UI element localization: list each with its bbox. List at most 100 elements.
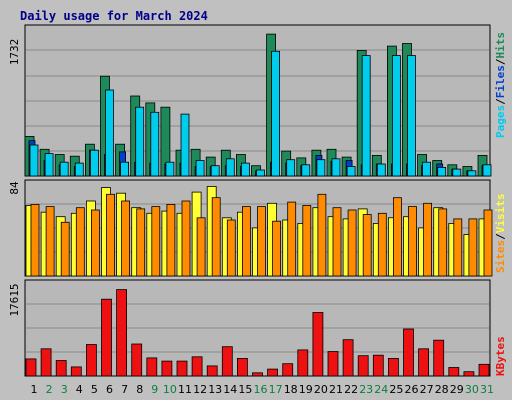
bar-files-day-31	[482, 164, 492, 177]
bar-files-day-14	[225, 158, 235, 177]
bar-kbytes-day-20	[312, 312, 324, 377]
bar-kbytes-day-9	[146, 357, 158, 377]
bar-sites-day-19	[302, 205, 312, 277]
bar-kbytes-day-10	[161, 360, 173, 377]
bar-kbytes-day-12	[191, 356, 203, 377]
bar-sites-day-5	[91, 209, 100, 277]
day-label: 16	[254, 383, 268, 396]
day-label: 12	[193, 383, 207, 396]
day-label: 23	[359, 383, 373, 396]
bar-files-day-2	[44, 153, 54, 177]
bar-files-day-10	[165, 161, 175, 177]
bar-files-day-26	[407, 55, 416, 177]
legend-sep-2: /	[494, 58, 507, 65]
top-max-label: 1732	[8, 39, 21, 66]
bar-kbytes-day-31	[478, 363, 490, 377]
right-label-bot: KBytes	[494, 336, 507, 376]
bar-sites-day-25	[392, 197, 402, 277]
day-label: 27	[420, 383, 434, 396]
bar-files-day-1	[29, 144, 39, 177]
day-label: 15	[238, 383, 252, 396]
day-label: 24	[374, 383, 388, 396]
bar-files-day-21	[331, 158, 341, 177]
bar-files-day-20	[316, 159, 326, 177]
right-label-mid: Sites/Visits	[494, 194, 507, 274]
legend-pages: Pages	[494, 105, 507, 138]
bar-files-day-12	[195, 160, 205, 177]
bar-sites-day-6	[106, 193, 115, 277]
bar-sites-day-10	[166, 203, 176, 277]
bar-kbytes-day-11	[176, 360, 188, 377]
bar-kbytes-day-28	[433, 339, 445, 377]
legend-sep-3: /	[494, 233, 507, 240]
bar-files-day-28	[437, 166, 447, 177]
bar-files-day-17	[271, 50, 281, 177]
bar-sites-day-29	[453, 218, 463, 277]
bar-files-day-25	[391, 55, 401, 177]
bars	[24, 33, 493, 377]
bar-files-day-5	[90, 149, 99, 177]
bar-sites-day-26	[408, 206, 417, 277]
bar-kbytes-day-4	[70, 366, 82, 377]
bar-files-day-15	[240, 162, 250, 177]
bar-sites-day-24	[377, 212, 387, 277]
bar-sites-day-16	[257, 206, 266, 277]
bar-kbytes-day-16	[252, 372, 263, 377]
bar-sites-day-14	[226, 219, 236, 277]
bar-sites-day-28	[438, 208, 448, 277]
day-label: 21	[329, 383, 343, 396]
bot-max-label: 17615	[8, 283, 21, 316]
legend-sep-1: /	[494, 98, 507, 105]
day-label: 10	[163, 383, 177, 396]
bar-files-day-4	[74, 162, 84, 177]
day-label: 3	[61, 383, 68, 396]
day-label: 17	[269, 383, 283, 396]
mid-max-label: 84	[8, 181, 21, 195]
bar-sites-day-12	[196, 217, 206, 277]
bar-kbytes-day-6	[101, 298, 112, 377]
bar-kbytes-day-27	[418, 348, 430, 377]
bar-sites-day-20	[317, 193, 327, 277]
bar-kbytes-day-14	[221, 346, 233, 377]
bar-sites-day-4	[75, 207, 85, 277]
bar-files-day-24	[376, 163, 386, 177]
bar-kbytes-day-24	[372, 354, 384, 377]
bar-kbytes-day-23	[357, 355, 369, 377]
bar-kbytes-day-17	[267, 368, 279, 377]
day-label: 28	[435, 383, 449, 396]
day-label: 22	[344, 383, 358, 396]
day-label: 6	[106, 383, 113, 396]
bar-files-day-7	[120, 161, 129, 177]
bar-files-day-23	[361, 55, 371, 177]
bar-sites-day-2	[45, 206, 55, 277]
bar-kbytes-day-1	[25, 358, 37, 377]
day-label: 20	[314, 383, 328, 396]
day-label: 2	[46, 383, 53, 396]
bar-sites-day-31	[483, 209, 493, 277]
day-label: 18	[284, 383, 298, 396]
bar-sites-day-27	[423, 202, 433, 277]
legend-kbytes: KBytes	[494, 336, 507, 376]
bar-kbytes-day-8	[131, 343, 143, 377]
bar-files-day-22	[346, 166, 356, 177]
day-label: 7	[121, 383, 128, 396]
bar-sites-day-11	[181, 200, 191, 277]
bar-sites-day-15	[241, 206, 251, 277]
bar-files-day-27	[422, 161, 432, 177]
day-label: 29	[450, 383, 464, 396]
day-label: 19	[299, 383, 313, 396]
bar-kbytes-day-29	[448, 367, 460, 377]
bar-sites-day-17	[272, 220, 282, 277]
bar-sites-day-1	[30, 203, 40, 277]
bar-sites-day-13	[211, 197, 221, 277]
bar-files-day-8	[135, 106, 145, 177]
bar-sites-day-7	[121, 200, 130, 277]
legend-hits: Hits	[494, 32, 507, 59]
chart-title: Daily usage for March 2024	[20, 9, 208, 23]
bar-files-day-11	[180, 113, 190, 177]
bar-kbytes-day-19	[297, 349, 309, 377]
legend-visits: Visits	[494, 194, 507, 234]
right-label-top: Pages/Files/Hits	[494, 32, 507, 138]
day-labels: 1 2 3 4 5 6 7 8 9 10 11 12 13 14 15 16 17 18 19 20 21 22 23 24 2…	[31, 383, 495, 396]
bar-kbytes-day-5	[86, 344, 97, 377]
